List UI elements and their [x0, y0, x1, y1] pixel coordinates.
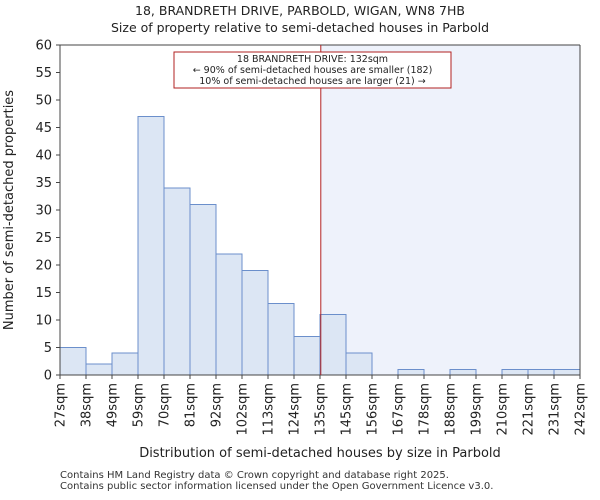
footer-line-1: Contains HM Land Registry data © Crown c… — [60, 470, 449, 481]
bar-38sqm — [85, 363, 113, 376]
x-tick-label-124sqm: 124sqm — [288, 383, 303, 436]
y-tick-label-60: 60 — [35, 39, 52, 54]
annotation-line-3: 10% of semi-detached houses are larger (… — [199, 76, 426, 87]
bar-188sqm — [449, 369, 477, 376]
y-tick-label-25: 25 — [35, 231, 52, 246]
bar-124sqm — [293, 336, 321, 376]
x-tick-label-167sqm: 167sqm — [392, 383, 407, 436]
x-tick-label-59sqm: 59sqm — [132, 383, 147, 427]
x-tick-label-178sqm: 178sqm — [418, 383, 433, 436]
y-tick-label-55: 55 — [35, 66, 52, 81]
y-tick-label-10: 10 — [35, 314, 52, 329]
bar-81sqm — [189, 204, 217, 376]
y-axis-label: Number of semi-detached properties — [2, 90, 17, 330]
annotation-line-1: 18 BRANDRETH DRIVE: 132sqm — [237, 54, 388, 65]
y-tick-label-0: 0 — [44, 369, 52, 384]
bar-102sqm — [241, 270, 269, 376]
bar-92sqm — [215, 253, 243, 376]
annotation-line-2: ← 90% of semi-detached houses are smalle… — [193, 65, 433, 76]
chart-subtitle: Size of property relative to semi-detach… — [110, 20, 490, 35]
x-tick-label-113sqm: 113sqm — [262, 383, 277, 436]
x-tick-label-242sqm: 242sqm — [574, 383, 589, 436]
y-tick-label-20: 20 — [35, 259, 52, 274]
chart-title-block: 18, BRANDRETH DRIVE, PARBOLD, WIGAN, WN8… — [0, 2, 600, 36]
x-tick-label-38sqm: 38sqm — [80, 383, 95, 427]
x-tick-label-135sqm: 135sqm — [314, 383, 329, 436]
chart-title: 18, BRANDRETH DRIVE, PARBOLD, WIGAN, WN8… — [135, 3, 465, 18]
bar-145sqm — [345, 352, 373, 376]
bar-135sqm — [319, 314, 347, 376]
y-tick-label-50: 50 — [35, 94, 52, 109]
x-tick-label-81sqm: 81sqm — [184, 383, 199, 427]
x-tick-label-156sqm: 156sqm — [366, 383, 381, 436]
x-tick-label-231sqm: 231sqm — [548, 383, 563, 436]
x-tick-label-188sqm: 188sqm — [444, 383, 459, 436]
x-tick-label-49sqm: 49sqm — [106, 383, 121, 427]
y-tick-label-15: 15 — [35, 286, 52, 301]
bar-59sqm — [137, 116, 165, 376]
footer: Contains HM Land Registry data © Crown c… — [60, 470, 493, 492]
bar-210sqm — [501, 369, 529, 376]
y-tick-label-45: 45 — [35, 121, 52, 136]
bar-221sqm — [527, 369, 555, 376]
x-tick-label-70sqm: 70sqm — [158, 383, 173, 427]
bar-70sqm — [163, 187, 191, 376]
y-tick-label-35: 35 — [35, 176, 52, 191]
footer-line-2: Contains public sector information licen… — [60, 481, 494, 492]
annotation-box — [173, 51, 452, 89]
x-tick-label-199sqm: 199sqm — [470, 383, 485, 436]
bar-167sqm — [397, 369, 425, 376]
x-tick-label-210sqm: 210sqm — [496, 383, 511, 436]
y-tick-label-40: 40 — [35, 149, 52, 164]
bar-231sqm — [553, 369, 581, 376]
highlight-region — [320, 45, 580, 375]
x-axis-label: Distribution of semi-detached houses by … — [139, 446, 501, 461]
bar-113sqm — [267, 303, 295, 376]
x-tick-label-27sqm: 27sqm — [54, 383, 69, 427]
x-tick-label-92sqm: 92sqm — [210, 383, 225, 427]
bar-27sqm — [59, 347, 87, 376]
x-tick-label-145sqm: 145sqm — [340, 383, 355, 436]
x-tick-label-102sqm: 102sqm — [236, 383, 251, 436]
y-tick-label-30: 30 — [35, 204, 52, 219]
y-tick-label-5: 5 — [44, 341, 52, 356]
bar-49sqm — [111, 352, 139, 376]
x-tick-label-221sqm: 221sqm — [522, 383, 537, 436]
